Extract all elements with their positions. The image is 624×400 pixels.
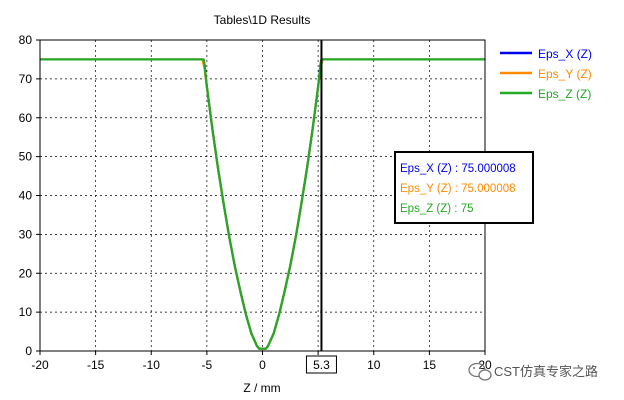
legend[interactable]: Eps_X (Z) Eps_Y (Z) Eps_Z (Z) <box>500 47 592 101</box>
x-tick-label: 20 <box>478 358 492 372</box>
legend-label: Eps_Y (Z) <box>538 67 592 81</box>
marker-value-box <box>305 355 337 374</box>
readout-line: Eps_Y (Z) : 75.000008 <box>400 183 516 195</box>
legend-item[interactable]: Eps_Z (Z) <box>500 87 591 101</box>
readout-line: Eps_Z (Z) : 75 <box>400 203 474 215</box>
y-tick-label: 70 <box>19 72 33 86</box>
y-tick-label: 80 <box>19 33 33 47</box>
x-tick-label: -15 <box>87 358 105 372</box>
readout-line: Eps_X (Z) : 75.000008 <box>400 163 516 175</box>
ticks: -20-15-10-50510152001020304050607080 <box>19 33 492 372</box>
x-tick-label: 10 <box>367 358 381 372</box>
chart-title: Tables\1D Results <box>214 13 311 27</box>
y-tick-label: 30 <box>19 227 33 241</box>
y-tick-label: 60 <box>19 111 33 125</box>
watermark: CST仿真专家之路 <box>468 362 598 381</box>
x-axis-label: Z / mm <box>243 381 280 395</box>
y-tick-label: 0 <box>25 344 32 358</box>
x-tick-label: -20 <box>31 358 49 372</box>
legend-label: Eps_Z (Z) <box>538 87 591 101</box>
readout-frame <box>394 151 534 224</box>
marker-layer[interactable]: 5.3 <box>305 40 337 374</box>
readout-box: Eps_X (Z) : 75.000008 Eps_Y (Z) : 75.0000… <box>394 151 534 224</box>
y-tick-label: 20 <box>19 266 33 280</box>
legend-item[interactable]: Eps_X (Z) <box>500 47 592 61</box>
legend-item[interactable]: Eps_Y (Z) <box>500 67 592 81</box>
x-tick-label: -5 <box>202 358 213 372</box>
marker-value-label: 5.3 <box>313 358 330 372</box>
x-tick-label: 15 <box>423 358 437 372</box>
series-line-3 <box>40 58 485 350</box>
x-tick-label: -10 <box>143 358 161 372</box>
y-tick-label: 40 <box>19 189 33 203</box>
y-tick-label: 10 <box>19 305 33 319</box>
watermark-text: CST仿真专家之路 <box>494 364 598 379</box>
legend-label: Eps_X (Z) <box>538 47 592 61</box>
wechat-icon <box>468 362 492 381</box>
series-layer <box>40 58 485 350</box>
x-tick-label: 0 <box>259 358 266 372</box>
y-tick-label: 50 <box>19 150 33 164</box>
